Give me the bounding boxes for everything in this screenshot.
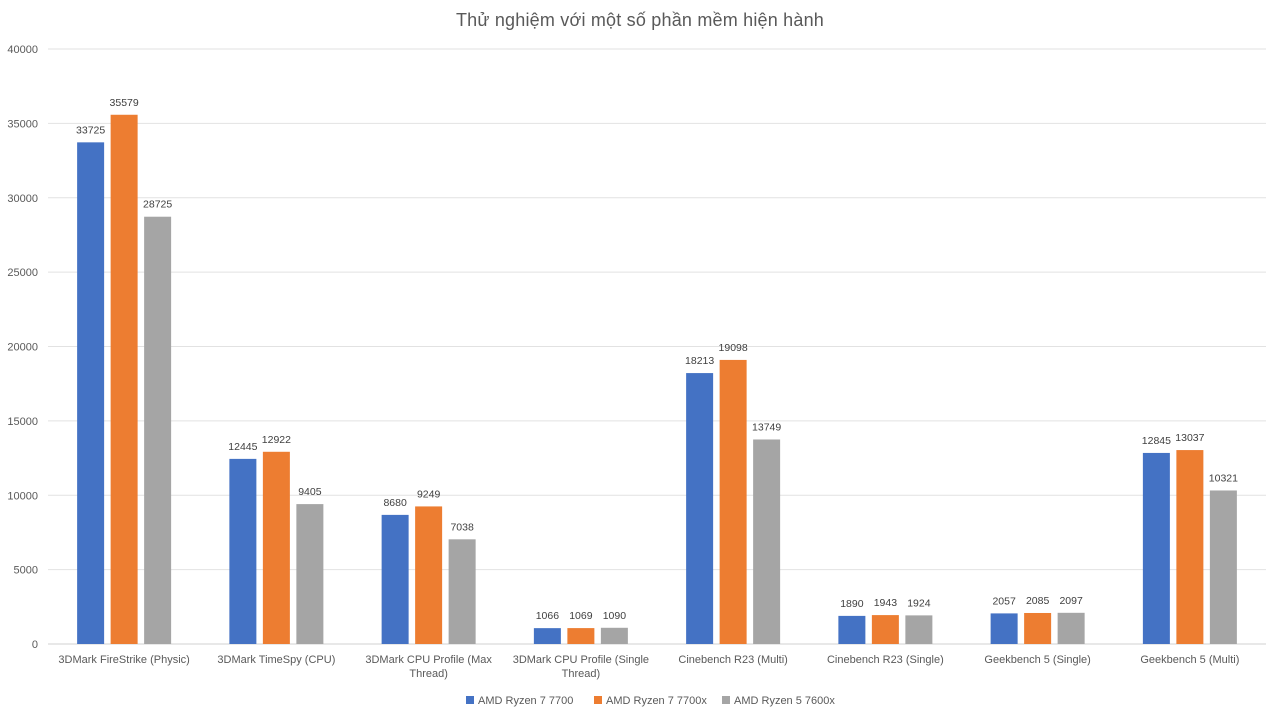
data-label: 2085	[1026, 595, 1050, 607]
bar	[144, 216, 172, 644]
data-label: 1890	[840, 598, 864, 610]
y-tick-label: 5000	[14, 565, 38, 577]
data-label: 13037	[1175, 432, 1204, 444]
gridlines	[48, 48, 1266, 645]
bar	[77, 142, 105, 644]
data-label: 7038	[450, 521, 474, 533]
bar	[686, 373, 714, 644]
legend-label: AMD Ryzen 5 7600x	[734, 695, 835, 707]
x-tick-label: 3DMark TimeSpy (CPU)	[217, 654, 335, 666]
bar	[1024, 612, 1052, 644]
y-tick-label: 25000	[7, 267, 38, 279]
data-label: 1924	[907, 597, 931, 609]
bar	[229, 458, 257, 644]
legend-item: AMD Ryzen 5 7600x	[722, 695, 835, 707]
bar	[990, 613, 1018, 644]
y-axis: 0 5000 10000 15000 20000 25000 30000 35000 40000	[7, 44, 38, 651]
x-tick-label-line: 3DMark CPU Profile (Max	[365, 654, 492, 666]
bars	[77, 114, 1237, 644]
bar	[110, 114, 138, 644]
x-tick-label-line: 3DMark CPU Profile (Single	[513, 654, 649, 666]
x-axis: 3DMark FireStrike (Physic) 3DMark TimeSpy…	[58, 654, 1239, 680]
data-label: 1066	[536, 610, 560, 622]
bar	[567, 628, 595, 644]
x-tick-label: Cinebench R23 (Multi)	[678, 654, 787, 666]
data-label: 12445	[228, 441, 257, 453]
bar	[1057, 612, 1085, 644]
legend-item: AMD Ryzen 7 7700x	[594, 695, 707, 707]
x-tick-label-line: Geekbench 5 (Single)	[984, 654, 1090, 666]
legend-swatch	[594, 696, 602, 704]
data-label: 9405	[298, 486, 322, 498]
y-tick-label: 35000	[7, 118, 38, 130]
data-label: 10321	[1209, 472, 1238, 484]
bar	[296, 504, 324, 644]
y-tick-label: 0	[32, 639, 38, 651]
bar	[533, 628, 561, 644]
data-label: 8680	[383, 497, 407, 509]
bar	[1209, 490, 1237, 644]
x-tick-label-line: Geekbench 5 (Multi)	[1140, 654, 1239, 666]
x-tick-label: 3DMark FireStrike (Physic)	[58, 654, 189, 666]
data-label: 12922	[262, 434, 291, 446]
legend-item: AMD Ryzen 7 7700	[466, 695, 573, 707]
x-tick-label-line: 3DMark FireStrike (Physic)	[58, 654, 189, 666]
data-label: 12845	[1142, 435, 1171, 447]
y-tick-label: 30000	[7, 193, 38, 205]
data-label: 18213	[685, 355, 714, 367]
data-label: 1943	[874, 597, 898, 609]
legend: AMD Ryzen 7 7700 AMD Ryzen 7 7700x AMD Ryz…	[466, 695, 835, 707]
bar	[448, 539, 476, 644]
data-label: 1069	[569, 610, 593, 622]
y-tick-label: 10000	[7, 490, 38, 502]
data-label: 1090	[603, 610, 627, 622]
legend-label: AMD Ryzen 7 7700x	[606, 695, 707, 707]
y-tick-label: 40000	[7, 44, 38, 56]
bar	[753, 439, 781, 644]
data-label: 9249	[417, 488, 441, 500]
legend-swatch	[722, 696, 730, 704]
data-label: 13749	[752, 421, 781, 433]
data-label: 28725	[143, 199, 172, 211]
x-tick-label-line: Thread)	[409, 668, 448, 680]
bar	[871, 615, 899, 644]
x-tick-label-line: Cinebench R23 (Single)	[827, 654, 944, 666]
data-label: 35579	[110, 97, 139, 109]
bar	[381, 514, 409, 644]
data-labels: 33725 35579 28725 12445 12922 9405 8680 9249 703…	[76, 97, 1238, 622]
x-tick-label: Geekbench 5 (Multi)	[1140, 654, 1239, 666]
legend-label: AMD Ryzen 7 7700	[478, 695, 573, 707]
x-tick-label-line: 3DMark TimeSpy (CPU)	[217, 654, 335, 666]
bar	[719, 359, 747, 644]
x-tick-label: 3DMark CPU Profile (Max Thread)	[365, 654, 492, 680]
chart-title: Thử nghiệm với một số phần mềm hiện hành	[455, 10, 825, 30]
data-label: 2097	[1059, 595, 1083, 607]
y-tick-label: 15000	[7, 416, 38, 428]
bar	[600, 627, 628, 644]
legend-swatch	[466, 696, 474, 704]
x-tick-label-line: Thread)	[562, 668, 601, 680]
bar	[415, 506, 443, 644]
y-tick-label: 20000	[7, 342, 38, 354]
bar	[1176, 450, 1204, 644]
bar	[905, 615, 933, 644]
bar	[1142, 452, 1170, 644]
data-label: 19098	[719, 342, 748, 354]
x-tick-label-line: Cinebench R23 (Multi)	[678, 654, 787, 666]
data-label: 2057	[992, 595, 1016, 607]
x-tick-label: Geekbench 5 (Single)	[984, 654, 1090, 666]
bar	[838, 615, 866, 644]
x-tick-label: Cinebench R23 (Single)	[827, 654, 944, 666]
x-tick-label: 3DMark CPU Profile (Single Thread)	[513, 654, 649, 680]
data-label: 33725	[76, 124, 105, 136]
bar	[262, 451, 290, 644]
